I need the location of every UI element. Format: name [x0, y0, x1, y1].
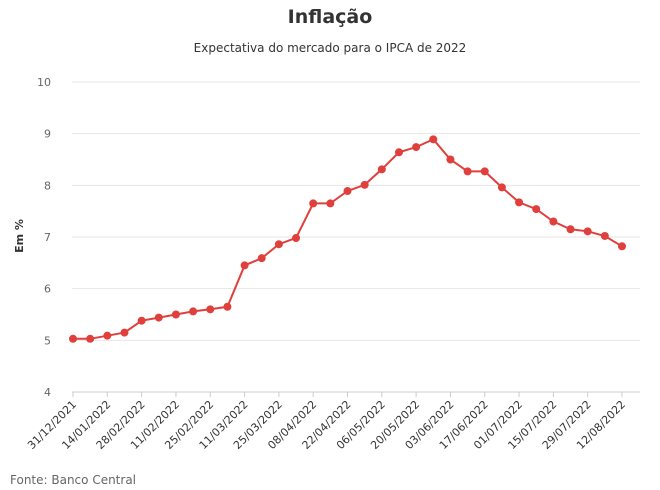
- data-point[interactable]: [292, 234, 301, 243]
- chart-subtitle: Expectativa do mercado para o IPCA de 20…: [193, 41, 467, 55]
- data-point[interactable]: [515, 198, 524, 207]
- chart-title: Inflação: [287, 6, 373, 28]
- data-point[interactable]: [566, 225, 575, 234]
- data-point[interactable]: [377, 165, 386, 174]
- data-point[interactable]: [394, 148, 403, 157]
- data-point[interactable]: [326, 199, 335, 208]
- data-point[interactable]: [86, 334, 95, 343]
- data-point[interactable]: [429, 135, 438, 144]
- source-note: Fonte: Banco Central: [10, 473, 137, 487]
- y-tick-label: 4: [44, 386, 51, 399]
- data-point[interactable]: [360, 180, 369, 189]
- series-points: [69, 135, 626, 343]
- data-point[interactable]: [618, 242, 626, 251]
- data-point[interactable]: [600, 231, 609, 240]
- data-point[interactable]: [103, 331, 112, 340]
- y-tick-label: 6: [44, 283, 51, 296]
- data-point[interactable]: [463, 167, 472, 176]
- data-point[interactable]: [223, 302, 232, 311]
- data-point[interactable]: [137, 316, 146, 325]
- data-point[interactable]: [480, 167, 489, 176]
- y-tick-label: 8: [44, 179, 51, 192]
- data-point[interactable]: [446, 155, 455, 164]
- data-point[interactable]: [309, 199, 318, 208]
- data-point[interactable]: [206, 305, 215, 314]
- series-line: [73, 138, 623, 340]
- data-point[interactable]: [497, 183, 506, 192]
- gridlines: [72, 81, 640, 393]
- data-point[interactable]: [583, 227, 592, 236]
- data-point[interactable]: [69, 334, 77, 343]
- y-axis-label: Em %: [13, 219, 26, 253]
- y-axis-ticks: 4 5 6 7 8 9 10: [37, 76, 51, 399]
- data-point[interactable]: [274, 240, 283, 249]
- data-point[interactable]: [240, 261, 249, 270]
- data-point[interactable]: [154, 313, 163, 322]
- data-point[interactable]: [171, 310, 180, 319]
- data-point[interactable]: [257, 254, 266, 263]
- y-tick-label: 9: [44, 128, 51, 141]
- data-point[interactable]: [120, 328, 129, 337]
- series-lines: [73, 138, 623, 340]
- y-tick-label: 7: [44, 231, 51, 244]
- y-tick-label: 10: [37, 76, 51, 89]
- x-axis-ticks: 31/12/202114/01/202228/02/202211/02/2022…: [25, 392, 628, 452]
- data-point[interactable]: [412, 143, 421, 152]
- data-point[interactable]: [189, 307, 198, 316]
- data-point[interactable]: [532, 205, 541, 214]
- line-chart: 4 5 6 7 8 9 10 Em % 31/12/202114/01/202228/02/…: [13, 76, 640, 452]
- data-point[interactable]: [549, 217, 558, 226]
- data-point[interactable]: [343, 187, 352, 196]
- y-tick-label: 5: [44, 334, 51, 347]
